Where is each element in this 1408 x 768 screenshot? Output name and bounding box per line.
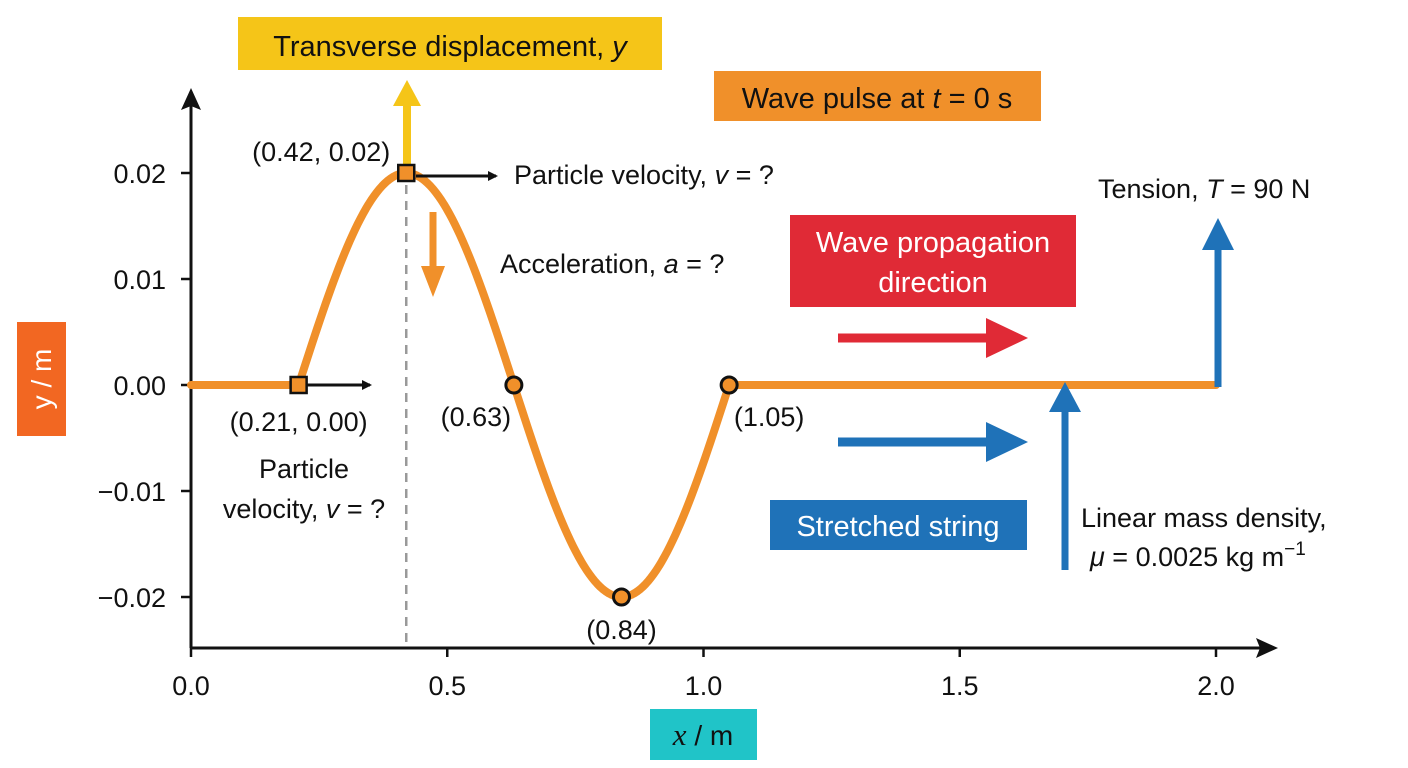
density-arrow — [1049, 382, 1081, 570]
x-axis-arrowhead — [1256, 638, 1278, 658]
density-sup: −1 — [1284, 539, 1306, 560]
tension-pre: Tension, — [1098, 174, 1206, 204]
acceleration-post: = ? — [679, 249, 725, 279]
propagation-bg — [790, 215, 1076, 307]
acceleration-pre: Acceleration, — [500, 249, 664, 279]
particle-velocity-peak-pre: Particle velocity, — [514, 160, 715, 190]
point-label: (1.05) — [734, 402, 805, 432]
x-tick-label: 0.0 — [172, 671, 210, 701]
propagation-arrow — [838, 318, 1028, 358]
wave-pulse-var: t — [932, 83, 942, 115]
wave-pulse-pre: Wave pulse at — [742, 83, 933, 115]
point-label: (0.21, 0.00) — [230, 407, 368, 437]
x-tick-label: 0.5 — [428, 671, 466, 701]
point-label: (0.42, 0.02) — [252, 137, 390, 167]
particle-velocity-peak-label: Particle velocity, v = ? — [514, 160, 774, 190]
y-tick-label: 0.02 — [113, 159, 166, 189]
y-tick-label: −0.02 — [98, 583, 166, 613]
propagation-box: Wave propagation direction — [790, 215, 1076, 307]
particle-velocity-start-var: v — [326, 494, 341, 524]
string-arrow — [838, 422, 1028, 462]
stretched-string-box: Stretched string — [770, 500, 1027, 550]
x-axis-label: x / m — [650, 709, 757, 760]
density-var: μ — [1089, 542, 1105, 572]
y-axis-label: y / m — [17, 322, 66, 436]
stretched-string-bg — [770, 500, 1027, 550]
acceleration-arrow — [421, 212, 445, 297]
particle-velocity-start-line1: Particle — [259, 454, 349, 484]
x-axis-label-text: x / m — [672, 717, 733, 752]
tension-var: T — [1206, 174, 1225, 204]
x-axis-label-bg — [650, 709, 757, 760]
y-axis-arrowhead — [181, 88, 201, 110]
point-label: (0.63) — [441, 402, 512, 432]
particle-velocity-start-post: = ? — [339, 494, 385, 524]
x-tick-label: 1.0 — [685, 671, 723, 701]
particle-velocity-start-line2: velocity, v = ? — [223, 494, 385, 524]
point-label: (0.84) — [586, 615, 657, 645]
wave-pulse-box: Wave pulse at t = 0 s — [714, 71, 1041, 121]
stretched-string-label: Stretched string — [796, 511, 999, 543]
y-tick-label: −0.01 — [98, 477, 166, 507]
x-axis-label-var: x — [672, 717, 687, 752]
y-tick-label: 0.00 — [113, 371, 166, 401]
particle-velocity-start-pre: velocity, — [223, 494, 326, 524]
wave-pulse-bg — [714, 71, 1041, 121]
circle-marker — [612, 587, 631, 607]
tension-label: Tension, T = 90 N — [1098, 174, 1310, 204]
circle-marker — [504, 375, 524, 395]
y-axis-label-text: y / m — [26, 349, 57, 410]
tension-arrow — [1202, 218, 1234, 387]
x-tick-label: 2.0 — [1197, 671, 1235, 701]
axes — [181, 88, 1278, 658]
density-line1: Linear mass density, — [1081, 503, 1327, 533]
y-ticks: 0.02 0.01 0.00 −0.01 −0.02 — [98, 159, 191, 613]
propagation-line2: direction — [878, 267, 988, 299]
transverse-displacement-var: y — [610, 31, 628, 63]
transverse-displacement-arrow — [393, 80, 421, 166]
transverse-displacement-text: Transverse displacement, — [273, 31, 612, 63]
tension-post: = 90 N — [1223, 174, 1311, 204]
x-axis-label-unit: / m — [687, 720, 734, 751]
particle-velocity-peak-var: v — [715, 160, 730, 190]
transverse-displacement-bg — [238, 17, 662, 70]
acceleration-var: a — [664, 249, 679, 279]
particle-velocity-peak-post: = ? — [728, 160, 774, 190]
wave-pulse-post: = 0 s — [941, 83, 1013, 115]
density-line2: μ = 0.0025 kg m−1 — [1089, 539, 1306, 572]
acceleration-label: Acceleration, a = ? — [500, 249, 724, 279]
propagation-line1: Wave propagation — [816, 227, 1050, 259]
y-tick-label: 0.01 — [113, 265, 166, 295]
transverse-displacement-box: Transverse displacement, y — [238, 17, 662, 70]
x-ticks: 0.0 0.5 1.0 1.5 2.0 — [172, 648, 1235, 701]
square-marker — [397, 163, 416, 183]
wave-pulse-label: Wave pulse at t = 0 s — [742, 83, 1013, 115]
point-markers: (0.21, 0.00) (0.42, 0.02) (0.63) (0.84) (1.0… — [230, 137, 805, 645]
x-tick-label: 1.5 — [941, 671, 979, 701]
square-marker — [289, 375, 308, 395]
transverse-displacement-label: Transverse displacement, y — [273, 31, 628, 63]
y-axis-label-bg — [17, 322, 66, 436]
circle-marker — [719, 375, 739, 395]
density-post: = 0.0025 kg m — [1105, 542, 1284, 572]
